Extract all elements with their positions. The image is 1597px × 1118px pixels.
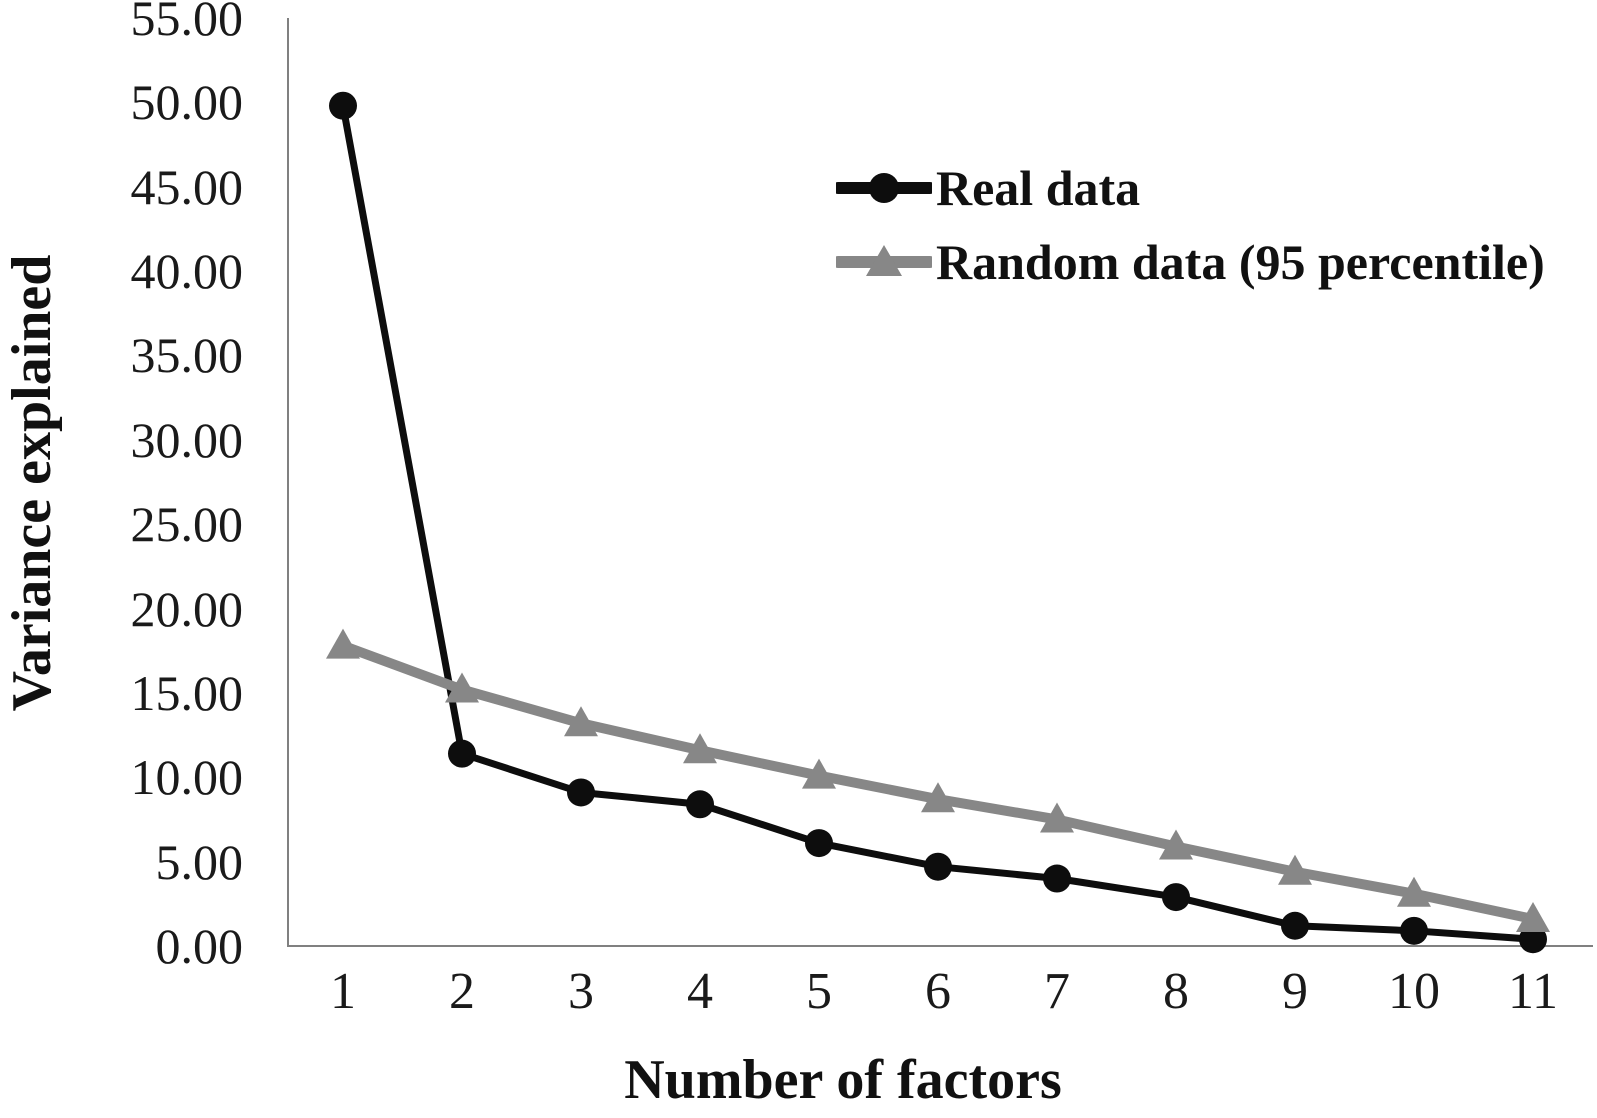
y-tick-label: 5.00 [155, 833, 244, 890]
x-tick-label: 8 [1163, 963, 1189, 1020]
legend-line-triangle-icon [836, 245, 932, 276]
data-point-triangle [683, 733, 717, 764]
x-tick-label: 2 [449, 963, 475, 1020]
y-tick-label: 0.00 [155, 918, 244, 974]
data-point-circle [1400, 916, 1428, 945]
data-point-triangle [326, 628, 360, 659]
data-point-triangle [1397, 876, 1431, 907]
x-tick-label: 10 [1388, 963, 1440, 1020]
y-tick-label: 20.00 [130, 580, 244, 637]
y-tick-label: 10.00 [130, 749, 244, 806]
y-axis-tick-labels: 55.00 50.00 45.00 40.00 35.00 30.00 25.00 20.00… [0, 0, 245, 1118]
data-point-triangle [802, 758, 836, 789]
y-tick-label: 25.00 [130, 496, 244, 553]
y-tick-label: 40.00 [130, 243, 244, 300]
y-tick-label: 30.00 [130, 411, 244, 468]
data-point-circle [1162, 883, 1190, 912]
data-point-triangle [564, 706, 598, 737]
data-point-circle [329, 91, 357, 120]
legend-label: Random data (95 percentile) [936, 234, 1545, 290]
data-point-circle [686, 790, 714, 819]
x-tick-label: 5 [806, 963, 832, 1020]
y-tick-label: 45.00 [130, 158, 244, 215]
x-tick-label: 7 [1044, 963, 1070, 1020]
legend: Real data Random data (95 percentile) [836, 151, 1545, 299]
y-tick-label: 50.00 [130, 74, 244, 131]
data-point-circle [805, 829, 833, 858]
y-tick-label: 15.00 [130, 664, 244, 721]
data-point-circle [448, 739, 476, 768]
data-point-triangle [921, 782, 955, 813]
legend-line-circle-icon [836, 173, 932, 203]
data-point-circle [567, 778, 595, 807]
x-tick-label: 4 [687, 963, 713, 1020]
x-tick-label: 9 [1282, 963, 1308, 1020]
x-tick-label: 11 [1507, 963, 1559, 1020]
legend-item: Random data (95 percentile) [836, 225, 1545, 299]
data-point-circle [1043, 864, 1071, 893]
x-axis-title: Number of factors [624, 1049, 1062, 1111]
x-tick-label: 6 [925, 963, 951, 1020]
data-point-triangle [445, 672, 479, 703]
y-tick-label: 55.00 [130, 0, 244, 46]
chart-plot-area [287, 18, 1593, 954]
x-tick-label: 1 [330, 963, 356, 1020]
y-tick-label: 35.00 [130, 327, 244, 384]
legend-label: Real data [936, 160, 1141, 216]
data-point-circle [1281, 911, 1309, 940]
data-point-triangle [1278, 854, 1312, 885]
data-point-triangle [1159, 829, 1193, 860]
data-point-circle [1519, 925, 1547, 954]
data-point-circle [924, 852, 952, 881]
data-point-triangle [1040, 802, 1074, 833]
data-point-triangle [1516, 902, 1550, 933]
x-tick-label: 3 [568, 963, 594, 1020]
legend-item: Real data [836, 151, 1545, 225]
